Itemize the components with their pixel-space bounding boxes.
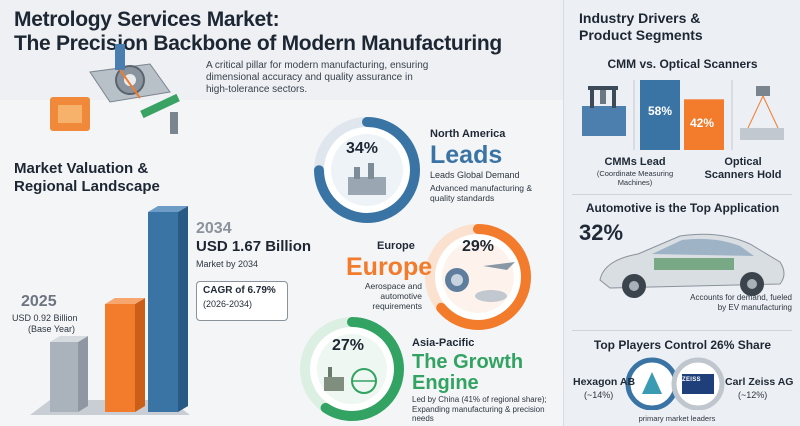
market-2034-label: Market by 2034 [196,259,259,269]
north-america-note: Advanced manufacturing & quality standar… [430,183,533,203]
cmm-vs-heading: CMM vs. Optical Scanners [607,57,758,71]
asia-pacific-share-arc [300,317,404,421]
year-2034-label: 2034 [196,220,232,237]
optical-label-1: Optical [724,156,762,168]
cagr-box: CAGR of 6.79% (2026-2034) [196,281,288,321]
asia-pacific-pct: 27% [332,337,365,354]
bar-2034 [148,212,178,412]
hexagon-name: Hexagon AB [573,376,636,388]
zeiss-name: Carl Zeiss AG [725,376,794,388]
asia-pacific-note: Led by China (41% of regional share); Ex… [412,395,547,423]
year-2025-label: 2025 [21,293,57,310]
cmm-share-bar [640,80,680,150]
europe-title: Europe [377,240,415,252]
north-america-share-arc [314,117,420,223]
zeiss-logo-text: ZEISS [682,377,701,383]
header-band [0,0,563,100]
north-america-title: North America [430,128,506,140]
bar-2021 [50,342,78,412]
asia-pacific-donut [300,317,404,421]
drivers-heading-line2: Product Segments [579,27,703,43]
optical-label-2: Scanners Hold [704,169,782,181]
zeiss-logo-icon [682,374,714,394]
cagr-period: (2026-2034) [203,299,253,309]
players-heading: Top Players Control 26% Share [593,338,772,352]
valuation-bar-chart [30,206,190,415]
optical-share-bar [684,99,724,150]
page-description: A critical pillar for modern manufacturi… [206,60,429,95]
value-2025: USD 0.92 Billion [12,313,78,323]
north-america-word: Leads [430,141,503,169]
auto-heading: Automotive is the Top Application [585,201,780,215]
divider-1 [572,194,792,195]
auto-pct: 32% [579,220,624,245]
europe-note: Aerospace and automotive requirements [364,281,422,311]
asia-pacific-title: Asia-Pacific [412,337,475,349]
north-america-donut [314,117,420,223]
cmm-label: CMMs Lead [604,156,666,168]
base-year-label: (Base Year) [28,324,76,334]
players-overlap-graphic [625,357,725,410]
cagr-value: CAGR of 6.79% [203,285,276,296]
north-america-sub: Leads Global Demand [430,170,520,180]
europe-share-arc [425,224,531,330]
page-title-line1: Metrology Services Market: [14,8,280,31]
europe-donut [425,224,531,330]
auto-note: Accounts for demand, fueled by EV manufa… [690,293,792,312]
cmm-sub: (Coordinate Measuring Machines) [596,169,674,187]
drivers-heading-line1: Industry Drivers & [579,10,701,26]
value-2034: USD 1.67 Billion [196,238,312,255]
europe-word: Europe [346,253,433,281]
right-panel [563,0,800,426]
asia-pacific-word2: Engine [412,372,479,394]
valuation-heading-line2: Regional Landscape [14,178,160,195]
cmm-optical-chart [582,80,784,150]
bar-2025 [105,304,135,412]
leaders-label: primary market leaders [638,414,716,423]
valuation-heading-line1: Market Valuation & [14,160,149,177]
page-title-line2: The Precision Backbone of Modern Manufac… [14,32,502,55]
zeiss-pct: (~12%) [738,390,768,400]
divider-2 [572,330,792,331]
hexagon-logo-icon [642,372,662,394]
asia-pacific-word1: The Growth [412,351,524,373]
precision-part-illustration [50,44,180,134]
ev-car-illustration [599,233,785,298]
europe-pct: 29% [462,238,495,255]
cmm-pct: 58% [648,104,673,118]
hexagon-pct: (~14%) [584,390,614,400]
optical-pct: 42% [690,116,715,130]
north-america-pct: 34% [346,140,379,157]
